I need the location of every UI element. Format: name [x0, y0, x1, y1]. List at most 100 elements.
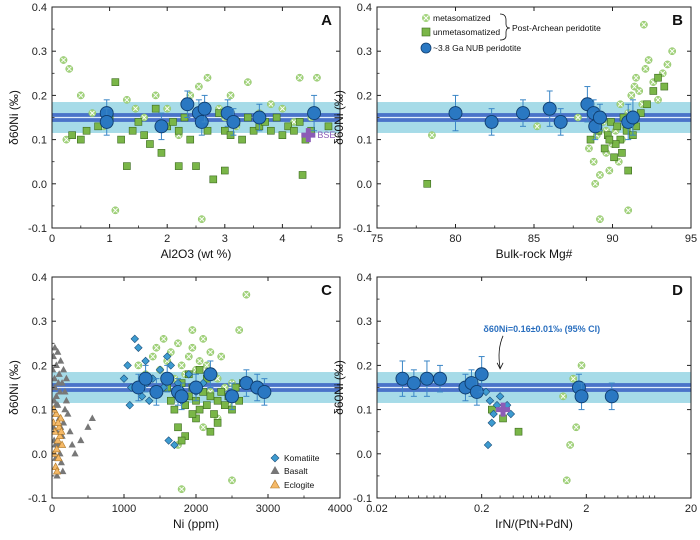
panel-c-meta-cross	[161, 336, 167, 342]
panel-d-komatiite-point	[485, 396, 495, 405]
panel-d-annotation: δ60Ni=0.16±0.01‰ (95% CI)	[483, 324, 600, 334]
panel-b-meta-cross	[429, 132, 435, 138]
panel-c-meta-point	[184, 352, 193, 361]
panel-a-nub-disc	[252, 110, 267, 125]
panel-a-unmeta-point	[111, 78, 120, 86]
panel-c-eclogite-point	[53, 435, 62, 444]
panel-c-nub-disc	[174, 389, 189, 404]
panel-a-meta-cross	[279, 106, 285, 112]
panel-a-meta-cross	[63, 137, 69, 143]
panel-b-unmeta-point	[605, 135, 614, 144]
panel-a-meta-cross	[205, 75, 211, 81]
panel-d-nub-point	[433, 364, 447, 393]
panel-c-meta-point	[195, 357, 204, 365]
panel-a-meta-point	[131, 104, 140, 113]
panel-d-meta-point	[577, 361, 586, 370]
panel-c-basalt-point	[52, 352, 58, 360]
panel-c-komatiite-point	[130, 334, 140, 344]
panel-a-unmeta-point	[146, 140, 154, 148]
panel-a-ytick-label: 0.0	[32, 179, 47, 191]
panel-a-bse-marker	[301, 128, 316, 143]
panel-c-unmeta-point	[167, 396, 175, 405]
panel-a-nub-disc	[180, 97, 195, 112]
panel-d-ytick-label: 0.4	[357, 272, 372, 284]
panel-a-unmeta-point	[186, 135, 195, 144]
panel-c-basalt-point	[54, 379, 63, 386]
panel-c-nub-disc	[149, 384, 164, 399]
panel-c-meta-cross	[179, 362, 185, 368]
panel-a-meta-cross	[228, 92, 234, 98]
panel-a-meta-cross	[291, 119, 297, 125]
panel-d-meta-point	[562, 476, 571, 485]
panel-c-meta-cross	[207, 349, 213, 355]
panel-b-meta-cross	[592, 181, 598, 187]
panel-b-meta-point	[635, 87, 644, 95]
panel-b-meta-point	[627, 91, 636, 100]
panel-a-unmeta-point	[267, 126, 275, 135]
panel-a-unmeta-point	[295, 118, 304, 126]
panel-d-meta-cross	[567, 442, 573, 448]
legend-nub-entry: ~3.8 Ga NUB peridotite	[420, 42, 521, 54]
panel-d-ytick-label: 0.0	[357, 449, 372, 461]
panel-a-unmeta-point	[221, 166, 229, 175]
panel-c-ytick-label: 0.1	[32, 405, 47, 417]
panel-c-komatiite-point	[144, 396, 154, 405]
panel-b-ytick-label: 0.3	[357, 46, 372, 58]
panel-c-meta-point	[177, 485, 186, 494]
panel-c-meta-cross	[150, 354, 156, 360]
panel-b-meta-point	[533, 122, 541, 131]
panel-c-eclogite-point	[52, 444, 61, 453]
panel-d-meta-cross	[564, 477, 570, 483]
panel-c-basalt-point	[56, 387, 64, 395]
panel-a-unmeta-point	[174, 126, 183, 135]
panel-b-meta-point	[589, 157, 598, 166]
panel-d-nub-point	[604, 382, 619, 411]
panel-c-unmeta-point	[177, 436, 186, 445]
panel-c-meta-cross	[236, 327, 242, 333]
panel-b-nub-disc	[542, 101, 557, 116]
panel-c-ylabel: δ60Ni (‰)	[7, 360, 21, 415]
panel-a-meta-point	[88, 109, 97, 117]
panel-c-nub-point	[138, 364, 153, 393]
panel-a-unmeta-point	[140, 131, 148, 139]
panel-d-bse-marker	[496, 402, 511, 417]
panel-a-meta-cross	[196, 84, 202, 90]
panel-c-basalt-point	[88, 414, 96, 422]
panel-a-meta-cross	[66, 66, 72, 72]
legend-meta-label: metasomatized	[433, 13, 491, 23]
panel-b-meta-cross	[534, 123, 540, 129]
panel-a-nub-disc	[226, 114, 241, 129]
panel-b-meta-point	[663, 60, 672, 69]
panel-c-unmeta-point	[213, 396, 222, 405]
panel-c-meta-cross	[168, 349, 174, 355]
panel-b-meta-cross	[591, 159, 597, 165]
panel-b-ylabel: δ60Ni (‰)	[332, 90, 346, 145]
panel-c-komatiite-point	[155, 365, 165, 375]
panel-a-bse-label: BSE	[317, 130, 335, 140]
panel-a-unmeta-point	[192, 162, 200, 170]
legend-meta-entry: metasomatized	[422, 13, 491, 23]
panel-c-basalt-point	[55, 370, 63, 377]
panel-d-nub-disc	[574, 389, 589, 404]
panel-c-unmeta-point	[213, 419, 222, 427]
panel-c-meta-cross	[179, 486, 185, 492]
panel-a-ytick-label: 0.4	[32, 2, 47, 14]
panel-c-basalt-point	[59, 418, 68, 426]
panel-c-meta-cross	[186, 354, 192, 360]
panel-a-meta-cross	[245, 79, 251, 85]
panel-b-unmeta-point	[643, 100, 651, 109]
panel-c-eclogite-point	[57, 440, 67, 448]
panel-c-basalt-point	[84, 423, 92, 430]
panel-c-meta-point	[206, 348, 215, 356]
panel-c-unmeta-point	[188, 410, 197, 418]
panel-c-xtick-label: 4000	[328, 503, 352, 515]
panel-b-unmeta-point	[611, 140, 620, 148]
panel-c-komatiite-point	[159, 383, 168, 392]
panel-d-meta-point	[569, 374, 578, 383]
panel-c-points	[52, 290, 272, 494]
panel-b-meta-cross	[636, 88, 642, 94]
panel-a-meta-point	[195, 82, 203, 91]
panel-c-meta-cross	[243, 292, 249, 298]
panel-a-ytick-label: 0.3	[32, 46, 47, 58]
